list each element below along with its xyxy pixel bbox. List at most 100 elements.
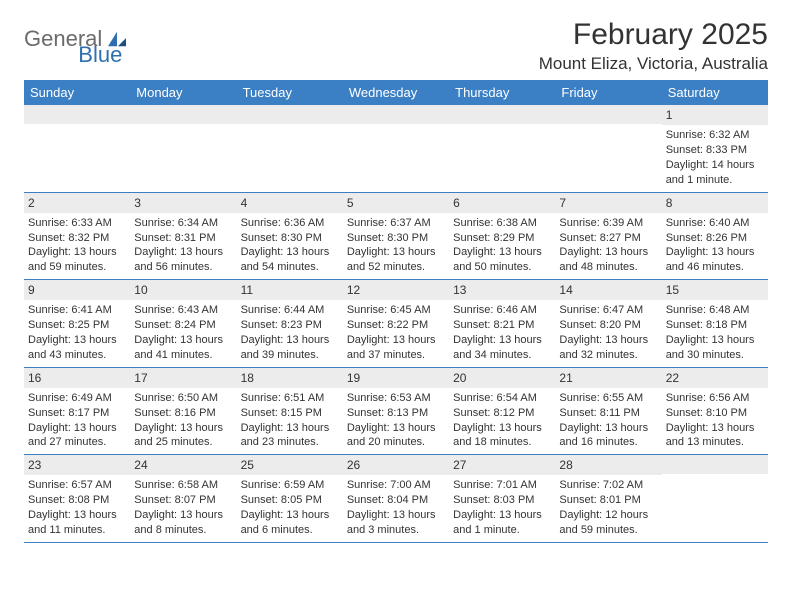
day-header: Friday	[555, 80, 661, 105]
date-number: 20	[449, 368, 555, 388]
daylight-text: Daylight: 13 hours and 23 minutes.	[241, 421, 339, 451]
day-cell: 13Sunrise: 6:46 AMSunset: 8:21 PMDayligh…	[449, 280, 555, 367]
sunset-text: Sunset: 8:30 PM	[241, 231, 339, 246]
day-cell: 26Sunrise: 7:00 AMSunset: 8:04 PMDayligh…	[343, 455, 449, 542]
day-cell: 15Sunrise: 6:48 AMSunset: 8:18 PMDayligh…	[662, 280, 768, 367]
daylight-text: Daylight: 13 hours and 59 minutes.	[28, 245, 126, 275]
week-row: 9Sunrise: 6:41 AMSunset: 8:25 PMDaylight…	[24, 280, 768, 368]
sunrise-text: Sunrise: 6:49 AM	[28, 391, 126, 406]
date-number	[662, 455, 768, 474]
sunset-text: Sunset: 8:27 PM	[559, 231, 657, 246]
date-number: 12	[343, 280, 449, 300]
daylight-text: Daylight: 14 hours and 1 minute.	[666, 158, 764, 188]
daylight-text: Daylight: 13 hours and 43 minutes.	[28, 333, 126, 363]
date-number: 6	[449, 193, 555, 213]
daylight-text: Daylight: 13 hours and 3 minutes.	[347, 508, 445, 538]
date-number: 4	[237, 193, 343, 213]
daylight-text: Daylight: 13 hours and 18 minutes.	[453, 421, 551, 451]
date-number: 19	[343, 368, 449, 388]
date-number: 22	[662, 368, 768, 388]
day-cell: 12Sunrise: 6:45 AMSunset: 8:22 PMDayligh…	[343, 280, 449, 367]
sunrise-text: Sunrise: 6:43 AM	[134, 303, 232, 318]
sunrise-text: Sunrise: 6:40 AM	[666, 216, 764, 231]
brand-logo: General Blue	[24, 18, 154, 52]
sunset-text: Sunset: 8:08 PM	[28, 493, 126, 508]
sunset-text: Sunset: 8:17 PM	[28, 406, 126, 421]
date-number: 7	[555, 193, 661, 213]
day-cell	[24, 105, 130, 192]
day-header: Sunday	[24, 80, 130, 105]
sunrise-text: Sunrise: 6:46 AM	[453, 303, 551, 318]
sunset-text: Sunset: 8:18 PM	[666, 318, 764, 333]
date-number: 18	[237, 368, 343, 388]
sunrise-text: Sunrise: 6:45 AM	[347, 303, 445, 318]
date-number: 23	[24, 455, 130, 475]
date-number: 11	[237, 280, 343, 300]
day-cell	[662, 455, 768, 542]
daylight-text: Daylight: 13 hours and 46 minutes.	[666, 245, 764, 275]
daylight-text: Daylight: 13 hours and 6 minutes.	[241, 508, 339, 538]
day-cell: 19Sunrise: 6:53 AMSunset: 8:13 PMDayligh…	[343, 368, 449, 455]
sunrise-text: Sunrise: 6:51 AM	[241, 391, 339, 406]
sunset-text: Sunset: 8:05 PM	[241, 493, 339, 508]
sunrise-text: Sunrise: 6:47 AM	[559, 303, 657, 318]
sunrise-text: Sunrise: 6:37 AM	[347, 216, 445, 231]
sunset-text: Sunset: 8:01 PM	[559, 493, 657, 508]
day-cell: 17Sunrise: 6:50 AMSunset: 8:16 PMDayligh…	[130, 368, 236, 455]
day-cell: 5 Sunrise: 6:37 AMSunset: 8:30 PMDaylight…	[343, 193, 449, 280]
day-header-row: SundayMondayTuesdayWednesdayThursdayFrid…	[24, 80, 768, 105]
date-number: 25	[237, 455, 343, 475]
date-number: 15	[662, 280, 768, 300]
daylight-text: Daylight: 13 hours and 1 minute.	[453, 508, 551, 538]
sunrise-text: Sunrise: 6:41 AM	[28, 303, 126, 318]
sunset-text: Sunset: 8:21 PM	[453, 318, 551, 333]
daylight-text: Daylight: 13 hours and 41 minutes.	[134, 333, 232, 363]
date-number: 9	[24, 280, 130, 300]
sunset-text: Sunset: 8:12 PM	[453, 406, 551, 421]
sunrise-text: Sunrise: 6:58 AM	[134, 478, 232, 493]
date-number: 17	[130, 368, 236, 388]
daylight-text: Daylight: 13 hours and 52 minutes.	[347, 245, 445, 275]
day-cell: 6Sunrise: 6:38 AMSunset: 8:29 PMDaylight…	[449, 193, 555, 280]
date-number	[130, 105, 236, 124]
day-cell: 23Sunrise: 6:57 AMSunset: 8:08 PMDayligh…	[24, 455, 130, 542]
day-cell: 9Sunrise: 6:41 AMSunset: 8:25 PMDaylight…	[24, 280, 130, 367]
date-number: 1	[662, 105, 768, 125]
week-row: 2Sunrise: 6:33 AMSunset: 8:32 PMDaylight…	[24, 193, 768, 281]
date-number: 21	[555, 368, 661, 388]
sunrise-text: Sunrise: 7:02 AM	[559, 478, 657, 493]
date-number: 16	[24, 368, 130, 388]
day-header: Tuesday	[237, 80, 343, 105]
sunrise-text: Sunrise: 6:32 AM	[666, 128, 764, 143]
sunset-text: Sunset: 8:10 PM	[666, 406, 764, 421]
day-cell	[449, 105, 555, 192]
day-cell: 2Sunrise: 6:33 AMSunset: 8:32 PMDaylight…	[24, 193, 130, 280]
daylight-text: Daylight: 13 hours and 50 minutes.	[453, 245, 551, 275]
sunset-text: Sunset: 8:22 PM	[347, 318, 445, 333]
day-header: Thursday	[449, 80, 555, 105]
day-cell: 11Sunrise: 6:44 AMSunset: 8:23 PMDayligh…	[237, 280, 343, 367]
daylight-text: Daylight: 13 hours and 56 minutes.	[134, 245, 232, 275]
day-cell: 10Sunrise: 6:43 AMSunset: 8:24 PMDayligh…	[130, 280, 236, 367]
sunrise-text: Sunrise: 7:01 AM	[453, 478, 551, 493]
daylight-text: Daylight: 13 hours and 8 minutes.	[134, 508, 232, 538]
date-number	[555, 105, 661, 124]
date-number: 14	[555, 280, 661, 300]
date-number: 28	[555, 455, 661, 475]
sunset-text: Sunset: 8:26 PM	[666, 231, 764, 246]
brand-part2: Blue	[78, 42, 122, 68]
date-number: 5	[343, 193, 449, 213]
sunset-text: Sunset: 8:15 PM	[241, 406, 339, 421]
sunset-text: Sunset: 8:29 PM	[453, 231, 551, 246]
day-cell	[130, 105, 236, 192]
sunrise-text: Sunrise: 6:44 AM	[241, 303, 339, 318]
header: General Blue February 2025 Mount Eliza, …	[24, 18, 768, 74]
sunrise-text: Sunrise: 6:55 AM	[559, 391, 657, 406]
sunset-text: Sunset: 8:30 PM	[347, 231, 445, 246]
sunrise-text: Sunrise: 6:48 AM	[666, 303, 764, 318]
day-cell: 28Sunrise: 7:02 AMSunset: 8:01 PMDayligh…	[555, 455, 661, 542]
day-header: Monday	[130, 80, 236, 105]
sunrise-text: Sunrise: 6:54 AM	[453, 391, 551, 406]
daylight-text: Daylight: 13 hours and 11 minutes.	[28, 508, 126, 538]
daylight-text: Daylight: 13 hours and 32 minutes.	[559, 333, 657, 363]
